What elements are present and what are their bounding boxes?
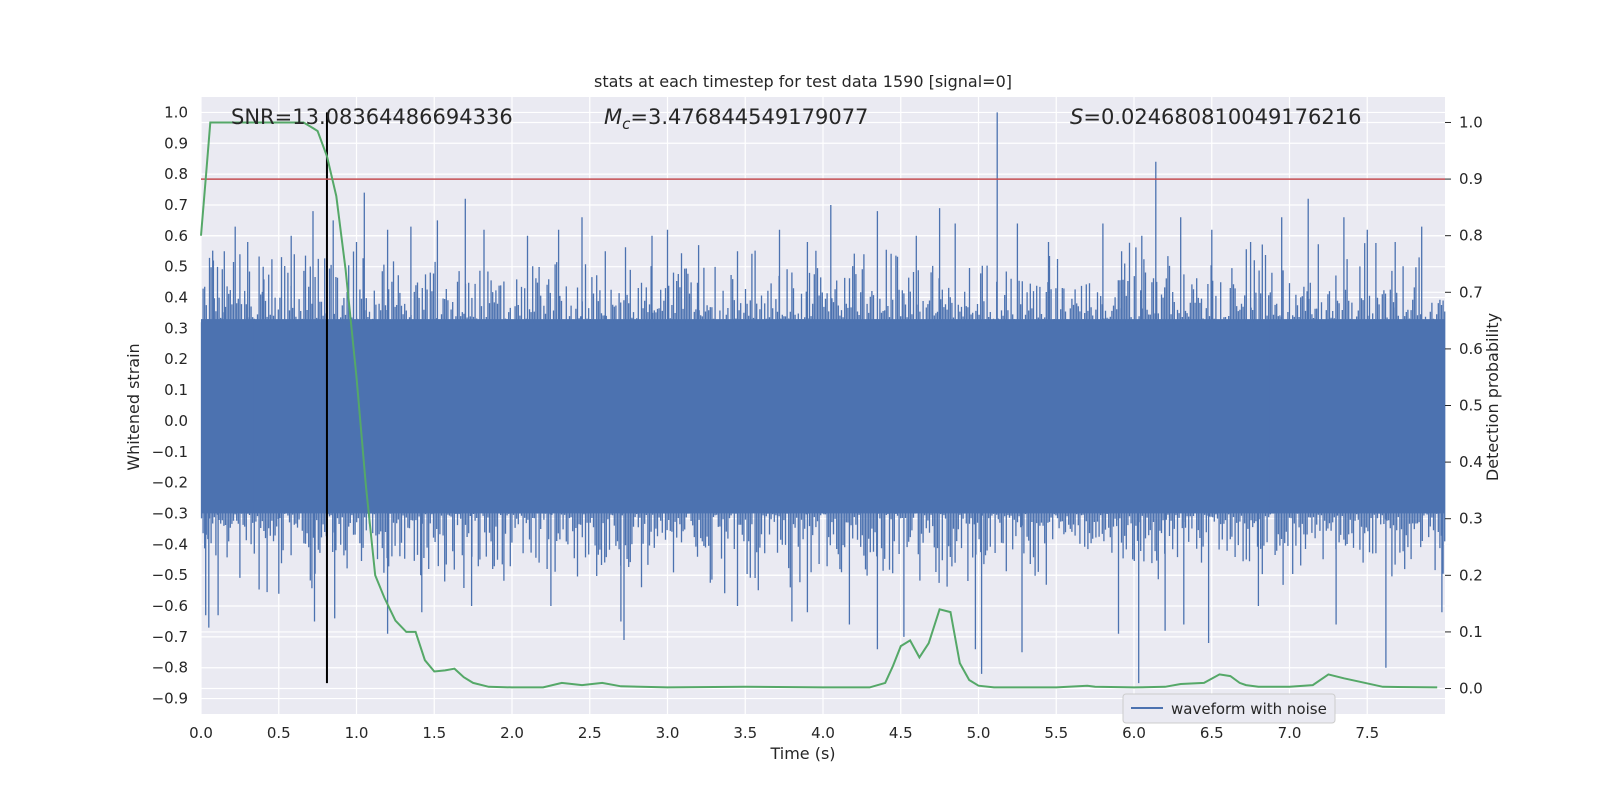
y-left-tick-label: 0.5 xyxy=(164,258,188,276)
waveform-trace xyxy=(200,112,1446,684)
y-right-tick-label: 1.0 xyxy=(1459,113,1483,131)
y-left-tick-label: −0.2 xyxy=(152,474,188,492)
x-tick-label: 6.0 xyxy=(1122,724,1146,742)
y-right-tick-label: 0.0 xyxy=(1459,680,1483,698)
y-left-tick-label: −0.1 xyxy=(152,443,188,461)
y-right-tick-label: 0.5 xyxy=(1459,397,1483,415)
x-tick-label: 5.0 xyxy=(967,724,991,742)
left-y-axis-ticks: 1.0 0.9 0.8 0.7 0.6 0.5 0.4 0.3 0.2 0.1 0.0 −0.1 −0.… xyxy=(152,103,188,707)
x-tick-label: 7.0 xyxy=(1278,724,1302,742)
probability-series xyxy=(200,121,1438,689)
x-tick-label: 0.5 xyxy=(267,724,291,742)
y-right-tick-label: 0.3 xyxy=(1459,510,1483,528)
x-tick-label: 2.0 xyxy=(500,724,524,742)
y-left-tick-label: −0.5 xyxy=(152,566,188,584)
y-left-tick-label: 0.9 xyxy=(164,134,188,152)
chirp-mass-subscript: c xyxy=(622,115,631,133)
chirp-mass-annotation: Mc=3.476844549179077 xyxy=(604,105,868,133)
y-left-tick-label: 0.3 xyxy=(164,319,188,337)
y-left-tick-label: −0.4 xyxy=(152,535,188,553)
y-left-tick-label: 0.0 xyxy=(164,412,188,430)
y-left-tick-label: 0.4 xyxy=(164,289,188,307)
y-left-tick-label: −0.9 xyxy=(152,690,188,708)
y-right-tick-label: 0.1 xyxy=(1459,623,1483,641)
y-right-tick-label: 0.6 xyxy=(1459,340,1483,358)
x-axis-label: Time (s) xyxy=(769,744,835,763)
y-left-tick-label: −0.8 xyxy=(152,659,188,677)
legend-frame xyxy=(1122,693,1336,724)
chart-title: stats at each timestep for test data 159… xyxy=(594,72,1012,91)
x-tick-label: 7.5 xyxy=(1355,724,1379,742)
left-y-axis-label: Whitened strain xyxy=(124,343,143,470)
y-left-tick-label: −0.6 xyxy=(152,597,188,615)
x-tick-label: 1.0 xyxy=(345,724,369,742)
chirp-mass-value: =3.476844549179077 xyxy=(630,105,868,129)
legend: waveform with noise xyxy=(1122,693,1336,724)
x-axis-ticks: 0.0 0.5 1.0 1.5 2.0 2.5 3.0 3.5 4.0 4.5 5.0 5.5 6.0 6… xyxy=(189,724,1379,742)
y-right-tick-label: 0.9 xyxy=(1459,170,1483,188)
y-right-tick-label: 0.7 xyxy=(1459,283,1483,301)
s-value: =0.024680810049176216 xyxy=(1083,105,1361,129)
s-symbol: S xyxy=(1070,105,1083,129)
y-right-tick-label: 0.8 xyxy=(1459,227,1483,245)
x-tick-label: 4.5 xyxy=(889,724,913,742)
y-left-tick-label: 0.2 xyxy=(164,350,188,368)
x-tick-label: 2.5 xyxy=(578,724,602,742)
legend-label: waveform with noise xyxy=(1171,700,1327,718)
x-tick-label: 4.0 xyxy=(811,724,835,742)
x-tick-label: 1.5 xyxy=(422,724,446,742)
x-tick-label: 0.0 xyxy=(189,724,213,742)
y-right-tick-label: 0.4 xyxy=(1459,453,1483,471)
x-tick-label: 3.5 xyxy=(733,724,757,742)
y-right-tick-label: 0.2 xyxy=(1459,566,1483,584)
right-y-axis-label: Detection probability xyxy=(1483,313,1502,481)
s-annotation: S=0.024680810049176216 xyxy=(1070,105,1361,129)
x-tick-label: 5.5 xyxy=(1044,724,1068,742)
waveform-series xyxy=(200,112,1446,684)
y-left-tick-label: −0.7 xyxy=(152,628,188,646)
x-tick-label: 6.5 xyxy=(1200,724,1224,742)
y-left-tick-label: 0.1 xyxy=(164,381,188,399)
chirp-mass-symbol: M xyxy=(604,105,622,129)
snr-annotation: SNR=13.08364486694336 xyxy=(231,105,513,129)
y-left-tick-label: 0.7 xyxy=(164,196,188,214)
right-y-axis-ticks: 1.0 0.9 0.8 0.7 0.6 0.5 0.4 0.3 0.2 0.1 0.0 xyxy=(1445,113,1483,698)
y-left-tick-label: 0.6 xyxy=(164,227,188,245)
x-tick-label: 3.0 xyxy=(656,724,680,742)
y-left-tick-label: 1.0 xyxy=(164,103,188,121)
y-left-tick-label: 0.8 xyxy=(164,165,188,183)
y-left-tick-label: −0.3 xyxy=(152,504,188,522)
